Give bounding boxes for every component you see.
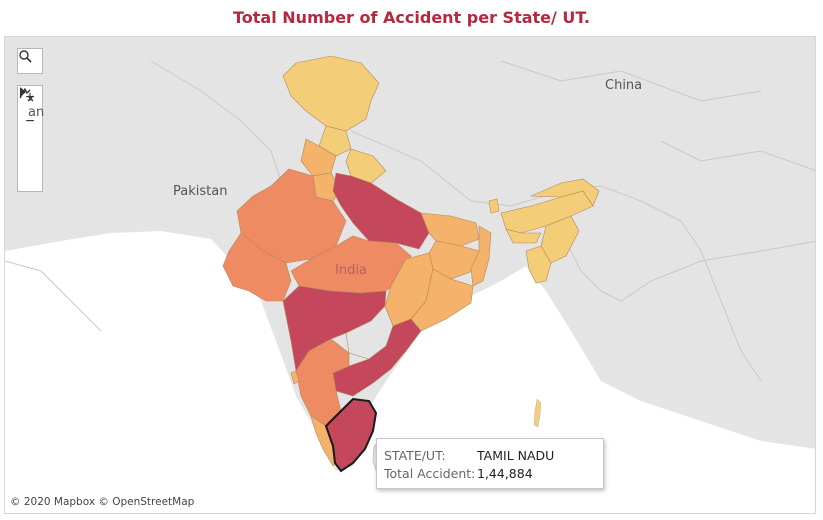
map-canvas[interactable]: + − an China Pakistan India	[4, 36, 816, 514]
zoom-out-button[interactable]: −	[25, 113, 35, 130]
tooltip-total-value: 1,44,884	[477, 466, 533, 481]
state-rajasthan	[236, 168, 347, 264]
state-west-bengal	[470, 225, 492, 287]
play-arrow-icon[interactable]	[18, 87, 42, 192]
map-label-pakistan: Pakistan	[173, 184, 228, 199]
tooltip-state-label: STATE/UT:	[384, 448, 446, 463]
state-tooltip: STATE/UT: TAMIL NADU Total Accident: 1,4…	[376, 438, 604, 489]
map-label-cut: an	[28, 105, 45, 120]
state-bihar	[420, 212, 480, 247]
state-sikkim	[488, 198, 500, 214]
state-meghalaya	[505, 228, 542, 244]
zoom-toolbar: + −	[17, 85, 43, 192]
pin-reset-icon[interactable]	[18, 87, 42, 161]
map-label-india: India	[335, 263, 367, 278]
state-himachal	[318, 125, 352, 157]
map-label-china: China	[605, 78, 643, 93]
state-jammu-kashmir	[282, 55, 380, 132]
search-icon[interactable]	[18, 49, 42, 73]
highlight-outline-tamil-nadu	[324, 397, 378, 473]
state-uttar-pradesh	[332, 172, 430, 250]
chart-title: Total Number of Accident per State/ UT.	[233, 8, 590, 27]
state-gujarat	[222, 232, 292, 302]
tooltip-state-value: TAMIL NADU	[477, 448, 555, 463]
state-goa	[290, 370, 300, 385]
andaman-islands	[533, 398, 542, 428]
search-control[interactable]	[17, 48, 43, 74]
state-regions	[222, 55, 600, 472]
state-karnataka	[295, 338, 350, 427]
tooltip-state-row: STATE/UT: TAMIL NADU	[384, 448, 554, 463]
state-odisha	[410, 268, 474, 332]
state-arunachal	[530, 178, 600, 207]
map-svg	[5, 55, 815, 513]
tooltip-total-label: Total Accident:	[384, 466, 476, 481]
tooltip-total-row: Total Accident: 1,44,884	[384, 466, 533, 481]
state-tripura-mizoram	[525, 245, 552, 284]
map-attribution[interactable]: © 2020 Mapbox © OpenStreetMap	[10, 496, 195, 508]
sea-water	[5, 231, 815, 513]
